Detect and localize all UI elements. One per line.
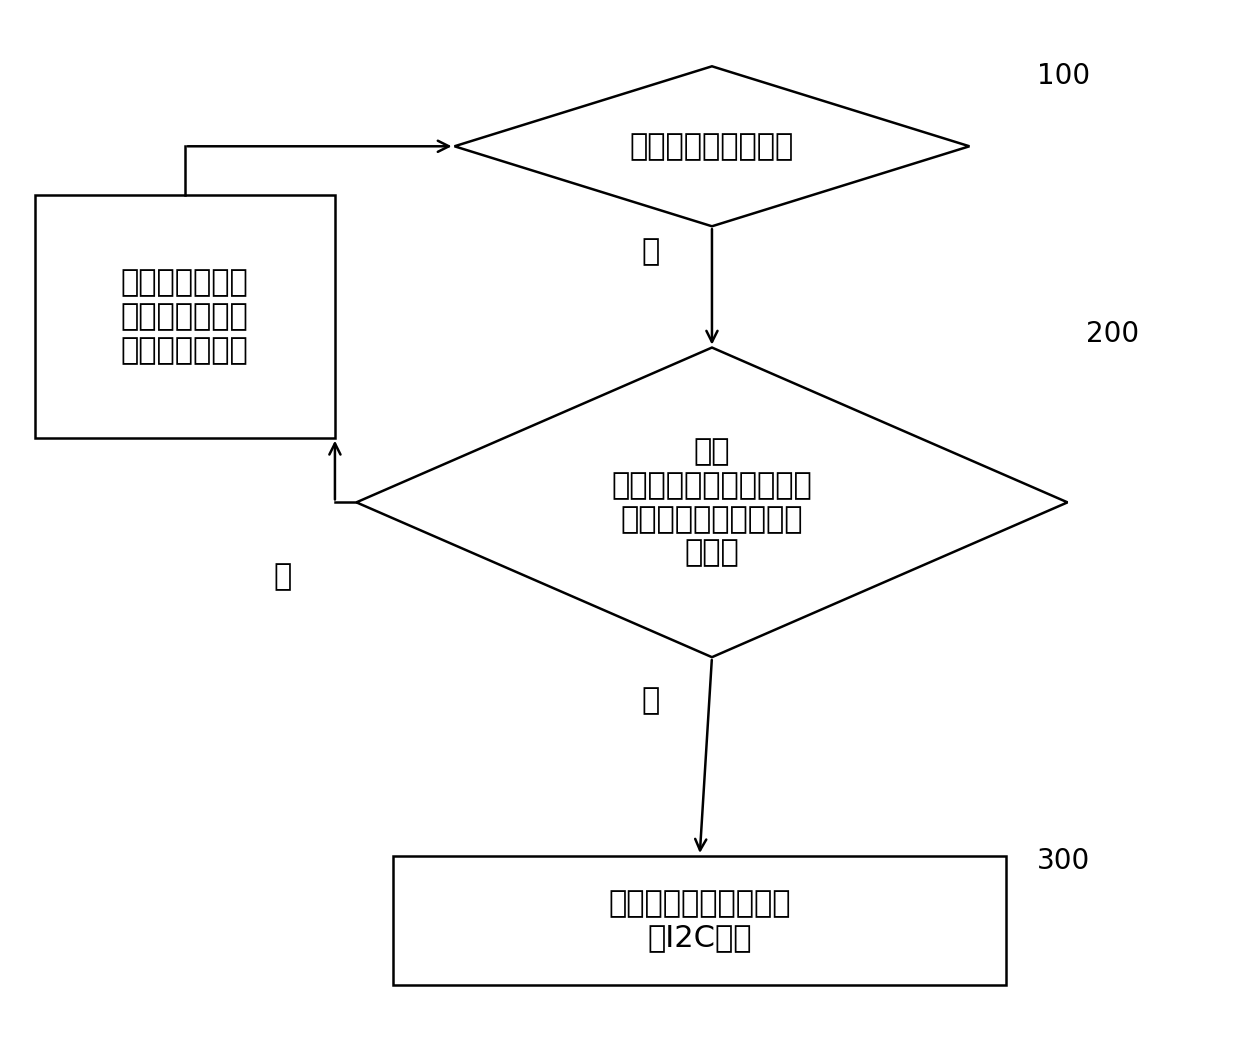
Text: 否: 否 <box>274 562 291 591</box>
Text: 是: 是 <box>641 236 660 266</box>
Text: 200: 200 <box>1086 320 1140 348</box>
Bar <box>393 856 1006 985</box>
Text: 100: 100 <box>1037 63 1090 90</box>
Text: 所述
启动信号后接收到的下一
个信号是否为匹配的地
址信号: 所述 启动信号后接收到的下一 个信号是否为匹配的地 址信号 <box>611 437 812 567</box>
Text: 300: 300 <box>1037 847 1090 874</box>
Bar <box>35 196 335 438</box>
Text: 是否接收到启动信号: 是否接收到启动信号 <box>630 132 794 161</box>
Text: 产生唤醒指令以唤醒所
述I2C设备: 产生唤醒指令以唤醒所 述I2C设备 <box>609 889 791 952</box>
Text: 是: 是 <box>641 686 660 714</box>
Text: 清除所述下一个
信号之前接收到
的所述启动信号: 清除所述下一个 信号之前接收到 的所述启动信号 <box>120 269 248 365</box>
